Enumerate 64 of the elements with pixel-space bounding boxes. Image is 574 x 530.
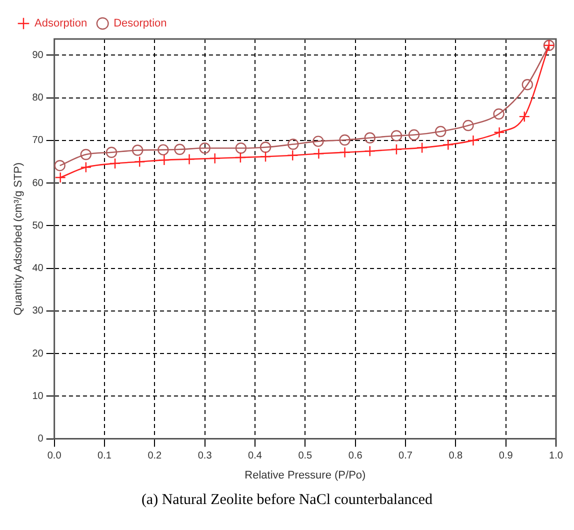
point <box>416 142 428 154</box>
point <box>364 132 376 144</box>
x-axis-title: Relative Pressure (P/Po) <box>244 469 366 482</box>
point <box>132 144 144 156</box>
point <box>109 158 121 170</box>
point <box>158 144 169 156</box>
point <box>106 146 118 158</box>
point <box>493 108 504 120</box>
x-tick-label: 0.5 <box>298 450 313 462</box>
x-tick-label: 0.6 <box>348 450 363 462</box>
y-tick-label: 60 <box>32 178 44 189</box>
legend-label: Desorption <box>114 18 167 30</box>
y-tick-label: 0 <box>38 434 44 445</box>
point <box>209 152 220 164</box>
y-tick-label: 70 <box>32 135 44 146</box>
x-tick-label: 0.7 <box>398 450 413 462</box>
x-tick-label: 1.0 <box>549 450 564 462</box>
point <box>442 139 454 150</box>
x-tick-label: 0.2 <box>148 450 162 462</box>
x-tick-label: 0.1 <box>98 450 112 462</box>
x-tick-label: 0.3 <box>198 450 212 462</box>
text: (a) Natural Zeolite before NaCl counterbalanced <box>140 492 434 509</box>
point <box>260 151 272 162</box>
x-tick-label: 0.9 <box>498 450 514 462</box>
point <box>134 156 146 168</box>
point <box>494 126 505 138</box>
point <box>339 146 350 158</box>
x-tick-label: 0.0 <box>47 450 62 462</box>
point <box>199 142 210 154</box>
point <box>174 144 186 155</box>
y-tick-label: 80 <box>32 92 44 104</box>
x-tick-label: 0.8 <box>448 450 464 462</box>
y-tick-label: 40 <box>32 263 44 274</box>
point <box>339 134 350 146</box>
point <box>408 129 420 140</box>
y-tick-label: 20 <box>32 348 44 360</box>
point <box>184 154 195 165</box>
point <box>234 152 246 164</box>
point <box>235 142 247 154</box>
y-axis-title: Quantity Adsorbed (cm³/g STP) <box>12 162 25 316</box>
y-tick-label: 30 <box>32 306 44 317</box>
point <box>390 130 402 142</box>
point <box>313 148 324 160</box>
point <box>287 150 298 161</box>
point <box>80 162 92 173</box>
legend-label: Adsorption <box>34 18 88 30</box>
point <box>364 146 376 157</box>
point <box>260 142 272 153</box>
point <box>468 134 479 146</box>
point <box>462 120 474 132</box>
x-tick-label: 0.4 <box>248 450 262 462</box>
point <box>54 172 66 184</box>
point <box>312 136 324 147</box>
point <box>522 79 534 90</box>
point <box>80 148 92 160</box>
point <box>158 154 170 166</box>
point <box>390 144 402 155</box>
point <box>54 160 66 172</box>
point <box>435 126 446 138</box>
point <box>288 138 299 150</box>
y-tick-label: 50 <box>32 220 44 232</box>
y-tick-label: 10 <box>32 390 44 402</box>
y-tick-label: 90 <box>32 50 44 61</box>
point <box>518 110 530 122</box>
